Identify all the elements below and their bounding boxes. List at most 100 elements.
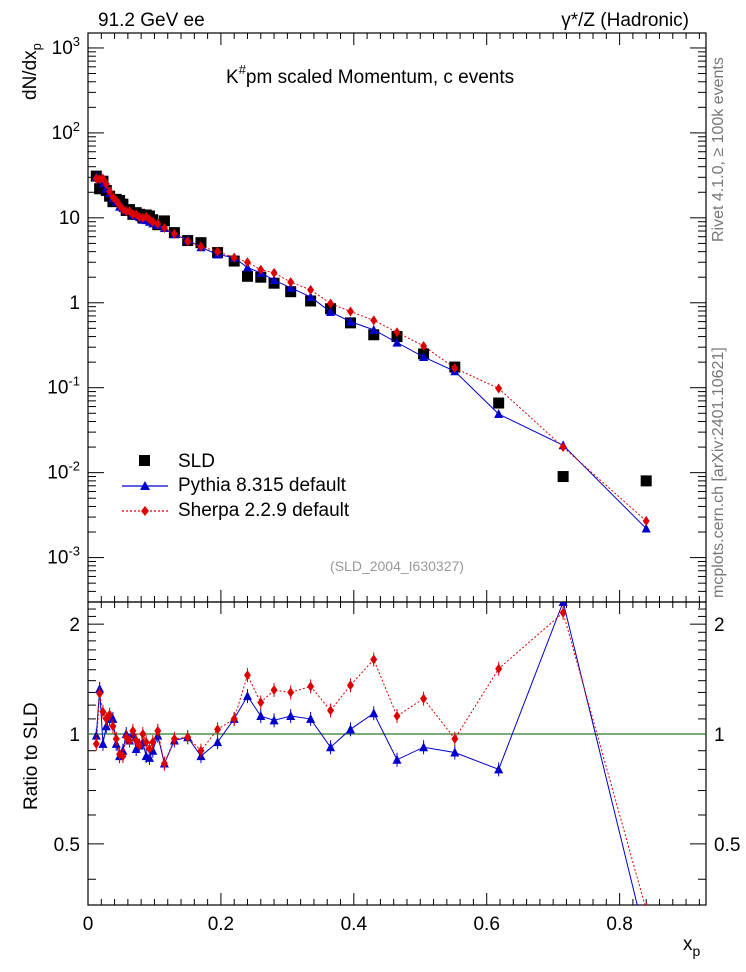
ratio-point-pythia (450, 747, 460, 757)
data-point-sherpa (230, 252, 238, 263)
ratio-point-sherpa (112, 733, 120, 744)
ratio-y-tick-label: 1 (69, 725, 80, 746)
data-point-sherpa (559, 442, 567, 453)
ratio-point-sherpa (495, 663, 503, 674)
y-tick-exponent: -1 (68, 374, 80, 389)
y-tick-label: 10-1 (47, 374, 80, 399)
ratio-point-pythia (148, 745, 158, 755)
y-tick-label: 1 (69, 293, 80, 314)
y-tick-base: 10 (47, 378, 68, 399)
ratio-point-sherpa (287, 687, 295, 698)
data-point-sherpa (102, 179, 110, 190)
data-point-sherpa (243, 257, 251, 268)
ratio-point-pythia (269, 715, 279, 725)
y-tick-base: 10 (47, 463, 68, 484)
ratio-point-pythia (369, 708, 379, 718)
y-tick-label: 10 (59, 208, 80, 229)
ratio-point-sherpa (129, 725, 137, 736)
ratio-line-sherpa (95, 611, 646, 905)
ratio-point-sherpa (257, 697, 265, 708)
data-point-pythia (419, 351, 429, 361)
data-point-sherpa (149, 216, 157, 227)
ratio-point-pythia (494, 764, 504, 774)
y-tick-label: 102 (52, 119, 80, 144)
ratio-point-sherpa (270, 685, 278, 696)
data-point-sherpa (160, 222, 168, 233)
legend: SLD Pythia 8.315 default Sherpa 2.2.9 de… (122, 451, 350, 521)
ratio-point-sherpa (106, 709, 114, 720)
x-tick-label: 0.4 (341, 914, 368, 935)
ratio-point-pythia (286, 711, 296, 721)
x-tick-label: 0.2 (208, 914, 234, 935)
ratio-point-pythia (144, 752, 154, 762)
data-point-sherpa (287, 277, 295, 288)
ratio-point-sherpa (149, 737, 157, 748)
data-point-sherpa (307, 284, 315, 295)
ratio-point-sherpa (420, 693, 428, 704)
x-axis-label-sub: p (693, 943, 701, 959)
ratio-point-pythia (306, 713, 316, 723)
ratio-point-sherpa (346, 680, 354, 691)
ratio-line-pythia (95, 602, 638, 905)
ratio-point-pythia (242, 691, 252, 701)
x-tick-label: 0 (83, 914, 94, 935)
data-point-pythia (326, 306, 336, 316)
ratio-point-sherpa (145, 743, 153, 754)
data-point-sherpa (327, 298, 335, 309)
ratio-point-sherpa (307, 681, 315, 692)
series-line-sherpa (96, 178, 647, 522)
ratio-point-sherpa (559, 607, 567, 618)
data-point-sherpa (154, 218, 162, 229)
data-point-sherpa (451, 363, 459, 374)
data-point-sld (158, 215, 170, 227)
data-point-pythia (286, 282, 296, 292)
ratio-point-pythia (642, 937, 651, 946)
ratio-point-sherpa (160, 758, 168, 769)
ratio-y-tick-label-right: 2 (714, 615, 725, 636)
ratio-point-sherpa (230, 713, 238, 724)
data-point-sherpa (270, 267, 278, 278)
legend-label-sherpa: Sherpa 2.2.9 default (178, 500, 350, 521)
ratio-y-tick-label: 2 (69, 615, 80, 636)
ratio-point-sherpa (96, 688, 104, 699)
ratio-plot-frame (87, 601, 707, 906)
chart-title: K#pm scaled Momentum, c events (226, 62, 514, 88)
header-right: γ*/Z (Hadronic) (561, 10, 689, 31)
legend-marker-pythia (140, 481, 150, 490)
legend-label-sld: SLD (178, 451, 215, 472)
ratio-y-tick-label-right: 1 (714, 725, 725, 746)
ratio-point-sherpa (119, 751, 127, 762)
analysis-tag: (SLD_2004_I630327) (330, 558, 464, 574)
data-point-pythia (306, 291, 316, 301)
y-tick-label: 10-2 (47, 459, 80, 484)
ratio-point-sherpa (92, 738, 100, 749)
y-tick-base: 10 (52, 123, 73, 144)
y-tick-label: 10-3 (47, 544, 80, 569)
chart-title-sup: # (239, 62, 247, 77)
data-point-sld (557, 471, 569, 483)
ratio-point-sherpa (126, 735, 134, 746)
data-point-sherpa (170, 228, 178, 239)
ratio-series-group (91, 602, 651, 946)
y-axis-label: dN/dxp (20, 43, 44, 100)
data-point-pythia (369, 324, 379, 334)
ratio-point-sherpa (370, 654, 378, 665)
x-tick-label: 0.6 (473, 914, 499, 935)
data-point-sherpa (346, 306, 354, 317)
ratio-point-pythia (345, 724, 355, 734)
data-point-sherpa (184, 236, 192, 247)
y-axis-label-main: dN/dx (20, 50, 41, 100)
y-tick-exponent: -3 (68, 544, 80, 559)
ratio-point-sherpa (327, 705, 335, 716)
ratio-point-pythia (213, 737, 223, 747)
data-point-pythia (392, 337, 402, 347)
ratio-y-axis-label: Ratio to SLD (21, 702, 42, 810)
y-tick-label: 103 (52, 34, 80, 59)
ratio-point-pythia (558, 602, 568, 606)
data-point-pythia (345, 316, 355, 326)
data-point-pythia (494, 409, 504, 419)
ratio-point-pythia (326, 742, 336, 752)
series-layer (90, 170, 652, 946)
